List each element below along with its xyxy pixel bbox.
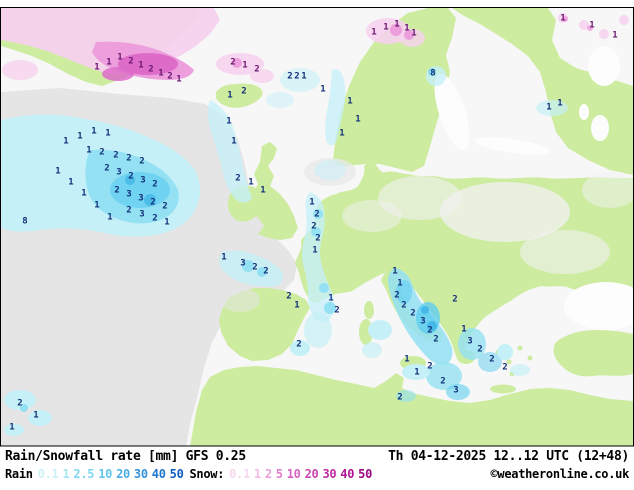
land-crete <box>490 384 516 394</box>
scale-value: 30 <box>133 467 148 481</box>
scale-value: 30 <box>322 467 337 481</box>
land-finland-russia <box>452 8 633 175</box>
map-datetime: Th 04-12-2025 12..12 UTC (12+48) <box>388 449 629 464</box>
land-africa <box>190 366 633 446</box>
footer: Rain/Snowfall rate [mm] GFS 0.25 Th 04-1… <box>0 447 634 490</box>
cloud-patches <box>220 158 633 312</box>
gulf-of-finland <box>474 137 550 155</box>
rain-scale-label: Rain <box>5 467 33 481</box>
footer-title-row: Rain/Snowfall rate [mm] GFS 0.25 Th 04-1… <box>0 447 634 464</box>
scale-value: 0.1 <box>229 467 250 481</box>
scale-value: 2.5 <box>73 467 95 481</box>
rain-scale: 0.1 1 2.5 10 20 30 40 50 <box>38 467 184 481</box>
scale-value: 40 <box>151 467 166 481</box>
snow-areas <box>1 8 629 83</box>
baltic-sea <box>434 73 470 151</box>
copyright: ©weatheronline.co.uk <box>490 467 630 481</box>
snow-scale: 0.1 1 2 5 10 20 30 40 50 <box>229 467 372 481</box>
inland-seas <box>434 46 633 330</box>
weather-map-graphic <box>0 7 634 447</box>
land-turkey <box>553 330 633 377</box>
scale-value: 40 <box>340 467 355 481</box>
scale-value: 50 <box>169 467 184 481</box>
scale-value: 20 <box>304 467 319 481</box>
scale-value: 0.1 <box>37 467 59 481</box>
scale-value: 2 <box>264 467 272 481</box>
scale-value: 50 <box>358 467 373 481</box>
black-sea <box>564 282 633 330</box>
rain-areas <box>1 66 568 436</box>
snow-scale-label: Snow: <box>189 467 225 481</box>
land-britain <box>252 142 298 240</box>
scale-value: 20 <box>116 467 130 481</box>
footer-legend-row: Rain 0.1 1 2.5 10 20 30 40 50 Snow: 0.1 1 2 5 10 20 3… <box>0 464 634 481</box>
map-title: Rain/Snowfall rate [mm] GFS 0.25 <box>5 449 246 464</box>
scale-value: 10 <box>286 467 301 481</box>
scale-value: 1 <box>253 467 261 481</box>
white-sea <box>588 46 620 86</box>
land-scandinavia <box>333 8 456 172</box>
scale-value: 1 <box>62 467 70 481</box>
scale-value: 5 <box>275 467 283 481</box>
land-corsica <box>364 301 374 319</box>
lake-ladoga <box>591 115 609 141</box>
scale-value: 10 <box>98 467 113 481</box>
land-iceland <box>216 83 263 108</box>
